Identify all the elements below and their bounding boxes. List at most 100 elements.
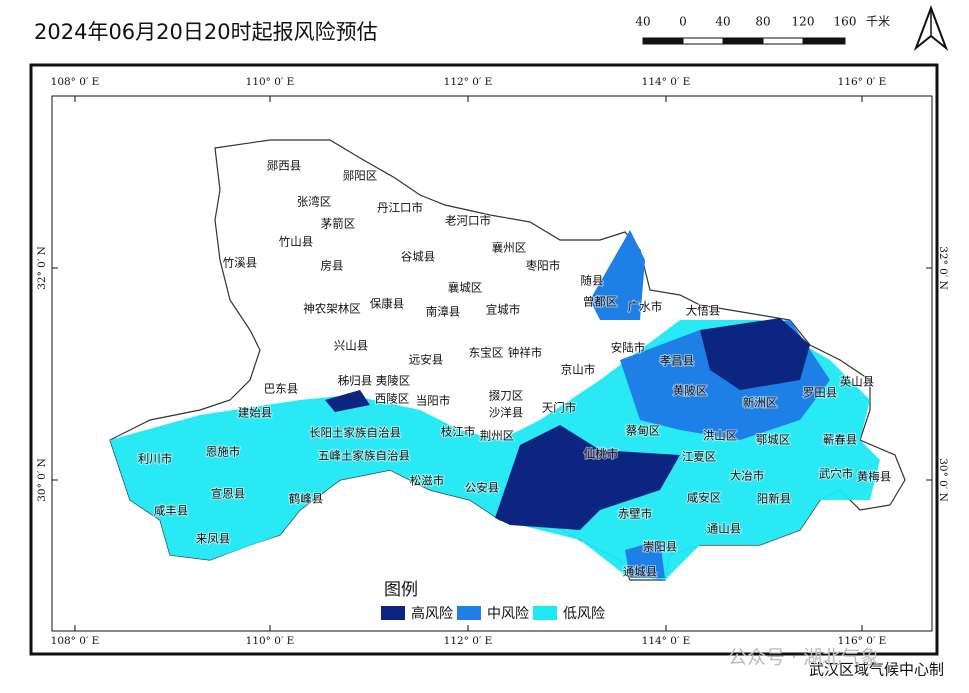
medium-risk-area [590, 230, 645, 320]
place-label: 新洲区 [743, 396, 778, 410]
place-label: 老河口市 [445, 214, 491, 228]
legend-swatch [381, 606, 405, 620]
legend-label: 高风险 [411, 605, 453, 622]
longitude-label: 110° 0′ E [246, 635, 295, 647]
place-label: 夷陵区 [376, 374, 411, 388]
legend-label: 中风险 [487, 606, 529, 622]
longitude-label: 114° 0′ E [642, 76, 691, 88]
place-label: 咸丰县 [154, 504, 189, 518]
latitude-label: 30° 0′ N [36, 458, 48, 502]
place-label: 武穴市 [819, 467, 854, 481]
longitude-label: 114° 0′ E [642, 635, 691, 647]
legend-label: 低风险 [563, 606, 605, 622]
high-risk-area [700, 318, 810, 390]
place-label: 沙洋县 [489, 406, 524, 420]
legend-swatch [457, 606, 481, 620]
place-label: 荆州区 [480, 429, 515, 443]
place-label: 黄陂区 [673, 384, 708, 398]
place-label: 神农架林区 [303, 302, 361, 316]
scale-label: 0 [679, 15, 687, 29]
place-label: 天门市 [542, 401, 577, 415]
place-label: 建始县 [238, 406, 273, 420]
place-label: 枝江市 [441, 425, 476, 439]
place-label: 孝昌县 [660, 354, 695, 368]
place-label: 当阳市 [416, 394, 451, 408]
place-label: 崇阳县 [643, 540, 678, 554]
scale-label: 40 [715, 15, 730, 29]
scale-label: 160 [834, 15, 857, 29]
place-label: 长阳土家族自治县 [309, 426, 401, 440]
latitude-label: 30° 0′ N [937, 458, 949, 502]
place-label: 钟祥市 [508, 346, 543, 360]
legend-title: 图例 [384, 580, 418, 600]
place-label: 洪山区 [703, 429, 738, 443]
place-label: 罗田县 [803, 386, 838, 400]
place-label: 恩施市 [206, 445, 241, 459]
place-label: 咸安区 [687, 491, 722, 505]
place-label: 大冶市 [730, 469, 765, 483]
place-label: 蕲春县 [823, 433, 858, 447]
place-label: 郧西县 [267, 159, 302, 173]
place-label: 襄城区 [448, 281, 483, 295]
place-label: 京山市 [561, 363, 596, 377]
latitude-label: 32° 0′ N [937, 246, 949, 290]
longitude-label: 108° 0′ E [51, 76, 100, 88]
place-label: 公安县 [465, 481, 500, 495]
scale-label: 80 [755, 15, 770, 29]
place-label: 随县 [581, 274, 604, 288]
place-label: 黄梅县 [857, 470, 892, 484]
place-label: 来凤县 [196, 532, 231, 546]
place-label: 房县 [321, 259, 344, 273]
place-label: 通城县 [623, 565, 658, 579]
place-label: 宜城市 [486, 303, 521, 317]
watermark: 公众号 · 湖北气象 [728, 647, 879, 669]
place-label: 宣恩县 [211, 487, 246, 501]
place-label: 丹江口市 [377, 201, 423, 215]
place-label: 大悟县 [686, 304, 721, 318]
north-arrow [913, 5, 949, 52]
longitude-label: 108° 0′ E [51, 635, 100, 647]
scale-label: 40 [635, 15, 650, 29]
credit: 武汉区域气候中心制 [809, 661, 944, 679]
medium-risk-area [625, 540, 665, 578]
place-label: 东宝区 [469, 346, 504, 360]
place-label: 掇刀区 [489, 389, 524, 403]
place-label: 枣阳市 [526, 259, 561, 273]
place-label: 谷城县 [401, 250, 436, 264]
place-label: 远安县 [409, 353, 444, 367]
scale-segment [642, 37, 684, 45]
place-label: 赤壁市 [618, 507, 653, 521]
scale-segment [722, 37, 764, 45]
place-label: 竹山县 [279, 235, 314, 249]
scale-label: 120 [792, 15, 815, 29]
place-label: 英山县 [840, 375, 875, 389]
place-label: 安陆市 [611, 341, 646, 355]
place-label: 广水市 [628, 300, 663, 314]
scale-segment [762, 37, 804, 45]
place-label: 兴山县 [334, 339, 369, 353]
place-label: 茅箭区 [321, 217, 356, 231]
place-label: 五峰土家族自治县 [318, 449, 410, 463]
place-label: 郧阳区 [343, 169, 378, 183]
place-label: 松滋市 [410, 474, 445, 488]
place-label: 张湾区 [297, 195, 332, 209]
place-label: 西陵区 [375, 392, 410, 406]
place-label: 鄂城区 [756, 433, 791, 447]
map-area [109, 139, 906, 581]
longitude-label: 112° 0′ E [444, 76, 493, 88]
place-label: 秭归县 [338, 374, 373, 388]
high-risk-area [495, 425, 680, 530]
place-label: 江夏区 [682, 450, 717, 464]
place-label: 阳新县 [757, 492, 792, 506]
map-frame [51, 95, 933, 632]
place-label: 通山县 [707, 522, 742, 536]
longitude-label: 112° 0′ E [444, 635, 493, 647]
scale-segment [682, 37, 724, 45]
legend-swatch [533, 606, 557, 620]
place-label: 南漳县 [426, 305, 461, 319]
longitude-label: 110° 0′ E [246, 76, 295, 88]
scale-unit: 千米 [866, 15, 890, 29]
high-risk-area [325, 390, 370, 412]
place-label: 巴东县 [264, 382, 299, 396]
